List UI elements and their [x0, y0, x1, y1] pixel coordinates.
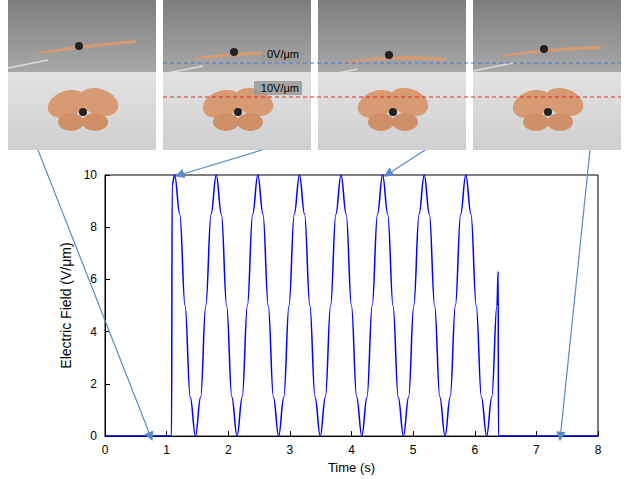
svg-text:0: 0 — [102, 443, 109, 457]
svg-text:5: 5 — [410, 443, 417, 457]
svg-text:8: 8 — [90, 220, 97, 234]
svg-text:6: 6 — [90, 272, 97, 286]
svg-text:8: 8 — [595, 443, 602, 457]
svg-text:1: 1 — [163, 443, 170, 457]
svg-text:6: 6 — [471, 443, 478, 457]
svg-text:0V/μm: 0V/μm — [267, 48, 299, 60]
svg-text:0: 0 — [90, 429, 97, 443]
svg-text:2: 2 — [225, 443, 232, 457]
svg-text:2: 2 — [90, 377, 97, 391]
svg-text:10V/μm: 10V/μm — [261, 82, 299, 94]
svg-text:Electric Field (V/μm): Electric Field (V/μm) — [58, 242, 74, 368]
svg-text:4: 4 — [90, 325, 97, 339]
svg-text:3: 3 — [287, 443, 294, 457]
svg-text:10: 10 — [84, 168, 98, 182]
svg-text:Time (s): Time (s) — [328, 460, 375, 475]
svg-text:7: 7 — [533, 443, 540, 457]
svg-text:4: 4 — [348, 443, 355, 457]
